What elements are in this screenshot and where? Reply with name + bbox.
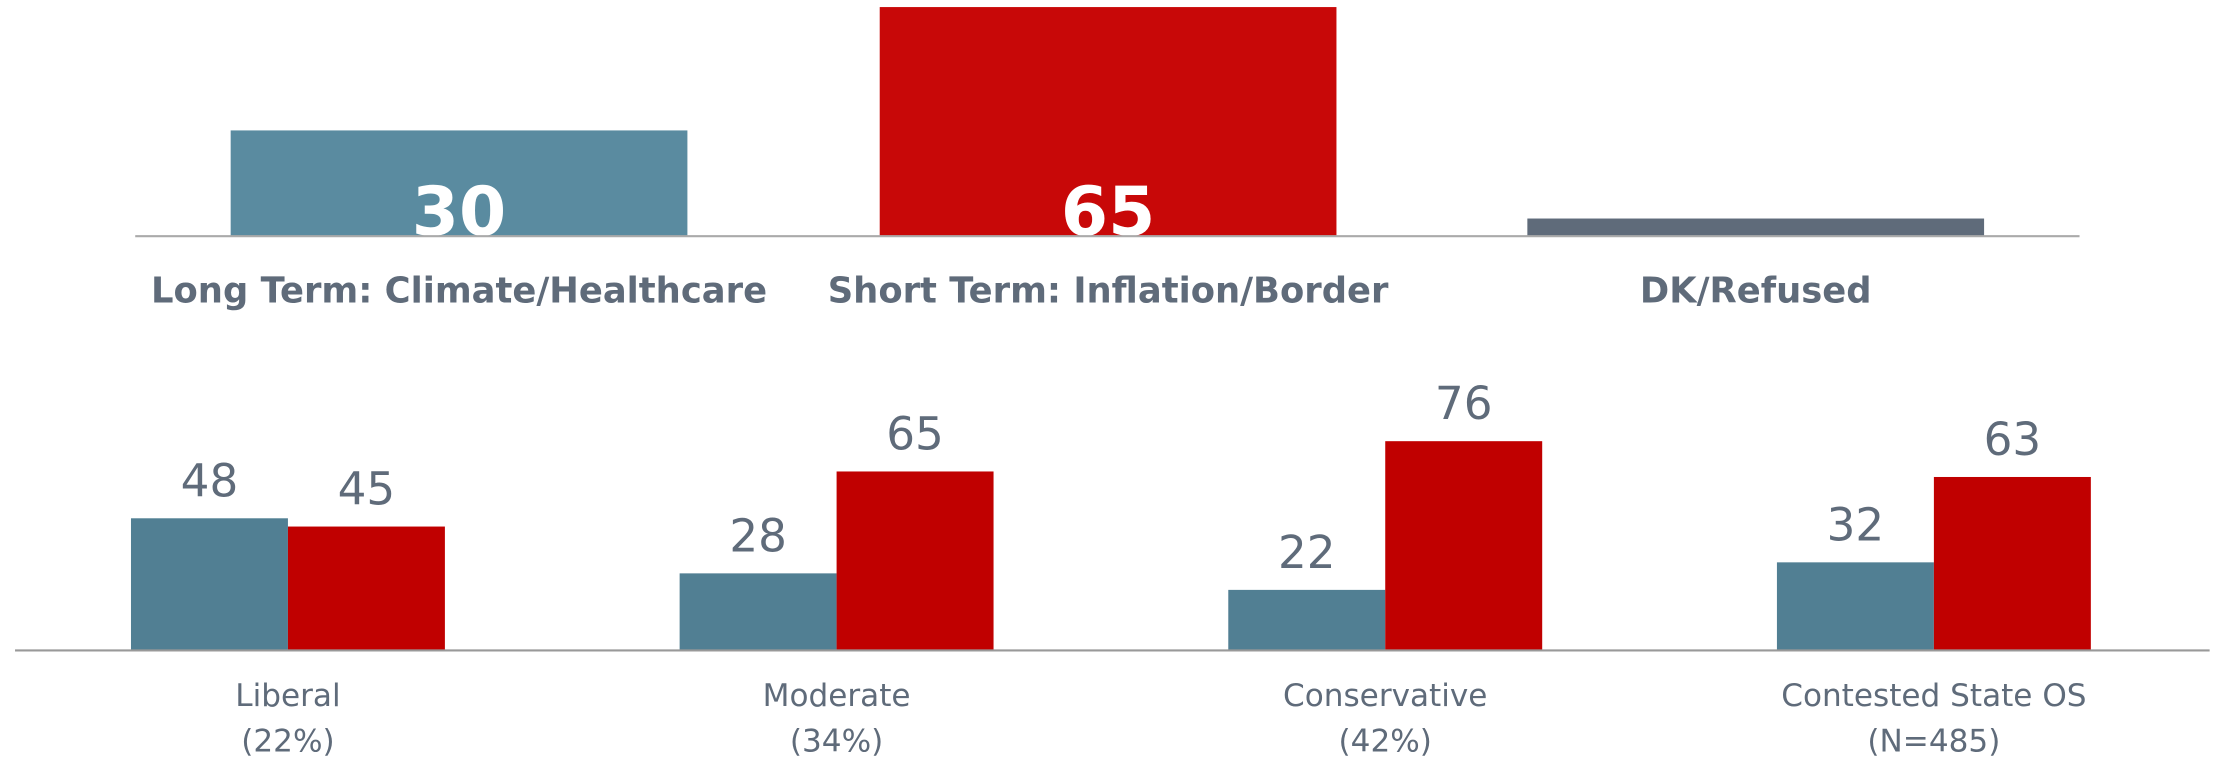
bar: [1933, 476, 2091, 651]
bar: [287, 526, 445, 651]
bar: [230, 130, 688, 237]
value-label: 45: [338, 463, 396, 516]
value-label: 63: [1984, 413, 2042, 466]
value-label: 30: [412, 173, 506, 252]
value-label: 48: [181, 454, 239, 507]
category-label: Short Term: Inflation/Border: [828, 271, 1389, 312]
bar: [1776, 562, 1934, 651]
category-label: Contested State OS: [1781, 678, 2086, 714]
category-label: Liberal: [235, 678, 340, 714]
category-note: (34%): [790, 723, 883, 759]
value-label: 5: [1732, 243, 1779, 322]
value-label: 28: [729, 509, 787, 562]
value-label: 76: [1435, 377, 1493, 430]
bar: [1228, 589, 1386, 651]
bar: [1527, 218, 1985, 237]
category-label: DK/Refused: [1640, 271, 1872, 312]
category-note: (22%): [241, 723, 334, 759]
bar: [679, 573, 837, 651]
category-note: (N=485): [1867, 723, 2000, 759]
value-label: 65: [1061, 173, 1155, 252]
category-label: Long Term: Climate/Healthcare: [151, 271, 767, 312]
value-label: 65: [886, 408, 944, 461]
bar: [879, 7, 1337, 237]
category-note: (42%): [1339, 723, 1432, 759]
bar: [1385, 441, 1543, 651]
bar: [836, 471, 994, 651]
value-label: 32: [1827, 498, 1885, 551]
value-label: 22: [1278, 526, 1336, 579]
category-label: Moderate: [763, 678, 911, 714]
category-label: Conservative: [1283, 678, 1487, 714]
bar: [130, 518, 288, 651]
